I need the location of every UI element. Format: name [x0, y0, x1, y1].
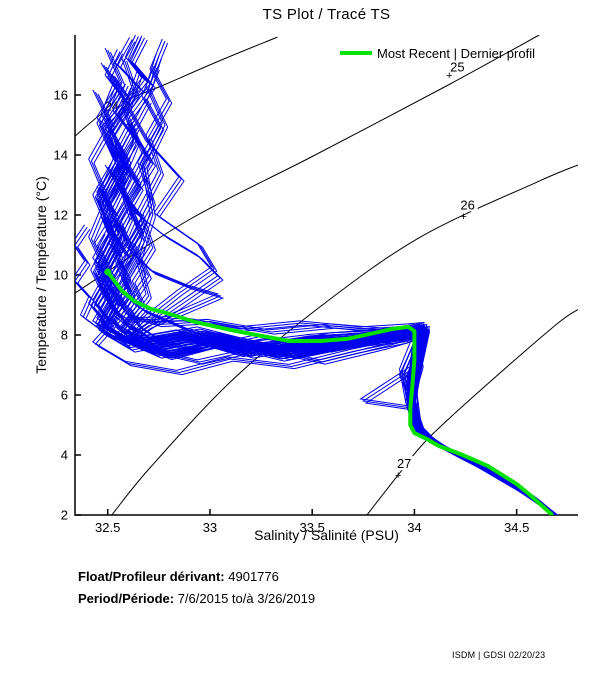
- profile-line: [97, 237, 553, 513]
- profile-line: [96, 71, 547, 509]
- profile-line: [104, 164, 552, 511]
- period-value: 7/6/2015 to/à 3/26/2019: [177, 591, 316, 606]
- profile-line: [99, 81, 549, 511]
- profile-line: [113, 38, 557, 515]
- profile-line: [117, 100, 556, 515]
- profile-line: [101, 75, 553, 514]
- legend: Most Recent | Dernier profil: [340, 46, 535, 61]
- profile-line: [130, 57, 553, 515]
- contour-line-26: [111, 164, 578, 515]
- plot-canvas: 24+25+26+27+ 32.5 33 33.5 34 34.5 2 4 6 8 10 12 14 16…: [54, 35, 578, 535]
- density-contours: [75, 35, 578, 515]
- contour-anchor-mark-27: +: [395, 470, 401, 482]
- profile-line: [77, 228, 557, 515]
- float-id-value: 4901776: [228, 569, 279, 584]
- profile-line: [103, 267, 551, 512]
- profile-line: [101, 39, 554, 514]
- profile-line: [103, 58, 546, 510]
- x-tick-label: 34: [407, 520, 421, 535]
- issuer-date-stamp: ISDM | GDSI 02/20/23: [452, 650, 546, 660]
- most-recent-line: [105, 270, 554, 515]
- contour-anchor-mark-25: +: [446, 70, 452, 82]
- profile-line: [130, 69, 555, 515]
- profile-line: [96, 79, 546, 508]
- contour-label-27: 27: [397, 456, 411, 471]
- profile-line: [108, 83, 545, 508]
- y-tick-label: 8: [61, 328, 68, 343]
- most-recent-profile: [104, 268, 554, 515]
- profile-line: [98, 37, 552, 512]
- float-id-label: Float/Profileur dérivant:: [78, 569, 225, 584]
- contour-label-bg-27: [394, 456, 415, 471]
- profile-line: [127, 67, 552, 513]
- y-tick-label: 10: [54, 268, 68, 283]
- profile-line: [127, 55, 550, 513]
- y-tick-label: 12: [54, 208, 68, 223]
- profile-line: [94, 77, 543, 506]
- chart-title: TS Plot / Tracé TS: [262, 6, 391, 23]
- contour-line-25: [75, 35, 540, 294]
- profile-line: [108, 35, 554, 514]
- profile-line: [111, 85, 548, 510]
- x-tick-label: 33.5: [300, 520, 325, 535]
- profile-line: [113, 87, 551, 512]
- profile-line: [125, 42, 557, 515]
- x-tick-label: 34.5: [504, 520, 529, 535]
- x-tick-label: 32.5: [95, 520, 120, 535]
- axes: [74, 35, 578, 516]
- contour-label-bg-25: [447, 59, 468, 74]
- y-tick-label: 4: [61, 448, 68, 463]
- x-tick-label: 33: [203, 520, 217, 535]
- profile-line: [98, 73, 550, 511]
- profile-line: [105, 60, 549, 512]
- profile-line: [101, 265, 548, 510]
- legend-label: Most Recent | Dernier profil: [377, 46, 535, 61]
- profile-line: [98, 263, 545, 508]
- contour-line-27: [366, 309, 578, 515]
- contour-label-bg-26: [457, 197, 478, 212]
- period-line: Period/Période: 7/6/2015 to/à 3/26/2019: [78, 588, 315, 610]
- float-profiles: [75, 35, 559, 515]
- y-tick-label: 16: [54, 88, 68, 103]
- y-tick-label: 2: [61, 508, 68, 523]
- profile-line: [117, 39, 559, 515]
- profile-line: [124, 68, 556, 514]
- footer: Float/Profileur dérivant: 4901776 Period…: [78, 566, 315, 610]
- period-label: Period/Période:: [78, 591, 175, 606]
- profile-line: [115, 37, 558, 515]
- profile-line: [114, 98, 554, 514]
- y-tick-label: 14: [54, 148, 68, 163]
- most-recent-start-marker: [104, 268, 112, 276]
- profile-line: [112, 35, 556, 514]
- contour-labels: 24+25+26+27+: [101, 59, 478, 482]
- float-id-line: Float/Profileur dérivant: 4901776: [78, 566, 315, 588]
- profile-line: [124, 53, 547, 511]
- contour-label-26: 26: [460, 198, 474, 213]
- profile-line: [123, 40, 554, 513]
- profile-line: [100, 51, 554, 514]
- x-axis-label: Salinity / Salinité (PSU): [254, 527, 399, 543]
- profile-line: [103, 53, 557, 515]
- contour-label-25: 25: [450, 60, 464, 75]
- profile-line: [111, 36, 556, 515]
- profile-line: [120, 38, 552, 511]
- profile-line: [100, 56, 543, 508]
- profile-line: [98, 49, 552, 512]
- contour-anchor-mark-26: +: [460, 211, 466, 223]
- y-tick-label: 6: [61, 388, 68, 403]
- contour-line-24: [75, 36, 278, 137]
